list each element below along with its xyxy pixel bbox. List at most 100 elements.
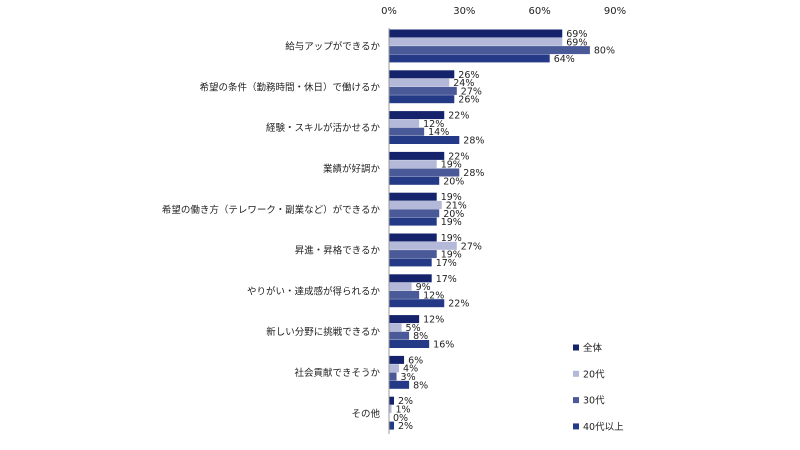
data-label: 20% xyxy=(443,209,464,220)
bar xyxy=(389,37,563,46)
data-label: 24% xyxy=(453,78,474,89)
bar xyxy=(389,111,445,120)
data-label: 69% xyxy=(566,37,587,48)
bar xyxy=(389,340,430,348)
data-label: 19% xyxy=(441,250,462,261)
x-tick-label: 90% xyxy=(604,6,626,17)
data-label: 12% xyxy=(423,119,444,130)
data-label: 6% xyxy=(408,355,423,366)
bar xyxy=(389,315,420,324)
data-label: 27% xyxy=(461,241,482,252)
data-label: 1% xyxy=(396,405,411,416)
bar xyxy=(389,299,445,308)
bar xyxy=(389,372,397,381)
data-label: 3% xyxy=(401,372,416,383)
bar xyxy=(389,364,400,373)
bar xyxy=(389,46,590,55)
category-label: 社会貢献できそうか xyxy=(294,367,380,379)
bar xyxy=(389,136,460,144)
data-label: 19% xyxy=(441,160,462,171)
bar xyxy=(389,201,442,209)
bar xyxy=(389,241,457,250)
data-label: 2% xyxy=(398,396,413,407)
bar xyxy=(389,54,550,63)
data-label: 27% xyxy=(461,86,482,97)
category-label: 希望の働き方（テレワーク・副業など）ができるか xyxy=(162,204,381,216)
category-label: その他 xyxy=(351,408,380,420)
category-label: 新しい分野に挑戦できるか xyxy=(266,326,380,338)
bar xyxy=(389,290,420,299)
data-label: 20% xyxy=(443,176,464,187)
bar xyxy=(389,405,392,413)
bar xyxy=(389,176,440,185)
data-label: 28% xyxy=(463,136,484,147)
bar xyxy=(389,119,420,128)
bar xyxy=(389,380,410,389)
legend-label: 全体 xyxy=(583,342,603,354)
legend-label: 20代 xyxy=(583,369,605,380)
data-label: 4% xyxy=(403,364,418,375)
bar xyxy=(389,95,455,104)
legend-swatch xyxy=(573,344,579,351)
data-label: 22% xyxy=(448,111,469,122)
data-label: 16% xyxy=(433,340,454,351)
category-label: 経験・スキルが活かせるか xyxy=(266,122,381,134)
data-label: 17% xyxy=(436,274,457,285)
category-label: やりがい・達成感が得られるか xyxy=(247,285,381,297)
data-label: 28% xyxy=(463,168,484,179)
bar xyxy=(389,396,395,405)
bar xyxy=(389,160,437,169)
bar xyxy=(389,209,440,218)
x-tick-label: 0% xyxy=(381,6,397,17)
data-label: 19% xyxy=(441,233,462,244)
data-label: 22% xyxy=(448,299,469,310)
data-label: 12% xyxy=(423,315,444,326)
bar xyxy=(389,233,437,242)
data-label: 80% xyxy=(594,46,615,57)
data-label: 19% xyxy=(441,192,462,203)
data-label: 64% xyxy=(554,54,575,65)
bar xyxy=(389,151,445,160)
data-label: 8% xyxy=(413,331,428,342)
bar xyxy=(389,70,455,79)
category-label: 業績が好調か xyxy=(323,163,381,175)
data-label: 0% xyxy=(393,413,408,424)
bar xyxy=(389,29,563,38)
legend-label: 40代以上 xyxy=(583,422,624,433)
category-label: 昇進・昇格できるか xyxy=(295,245,381,257)
bar xyxy=(389,192,437,201)
bar xyxy=(389,168,460,177)
legend-swatch xyxy=(573,397,579,404)
x-tick-label: 30% xyxy=(453,6,475,17)
bar xyxy=(389,250,437,259)
data-label: 5% xyxy=(406,323,421,334)
data-label: 14% xyxy=(428,127,449,138)
data-label: 19% xyxy=(441,217,462,228)
data-label: 69% xyxy=(566,29,587,40)
data-label: 12% xyxy=(423,290,444,301)
data-label: 26% xyxy=(458,70,479,81)
bar xyxy=(389,282,412,291)
legend-label: 30代 xyxy=(583,396,605,407)
data-label: 22% xyxy=(448,151,469,162)
data-label: 2% xyxy=(398,421,413,432)
bar xyxy=(389,323,402,332)
legend-swatch xyxy=(573,423,579,430)
bar xyxy=(389,331,410,340)
category-label: 希望の条件（勤務時間・休日）で働けるか xyxy=(199,81,380,93)
data-label: 8% xyxy=(413,380,428,391)
bar xyxy=(389,355,405,364)
bar xyxy=(389,78,450,87)
bar xyxy=(389,274,432,283)
data-label: 21% xyxy=(446,201,467,212)
data-label: 17% xyxy=(436,258,457,269)
x-tick-label: 60% xyxy=(529,6,551,17)
bar xyxy=(389,421,395,430)
legend-swatch xyxy=(573,370,579,377)
bar xyxy=(389,86,457,95)
bar xyxy=(389,217,437,226)
data-label: 26% xyxy=(458,95,479,106)
category-label: 給与アップができるか xyxy=(285,41,380,53)
